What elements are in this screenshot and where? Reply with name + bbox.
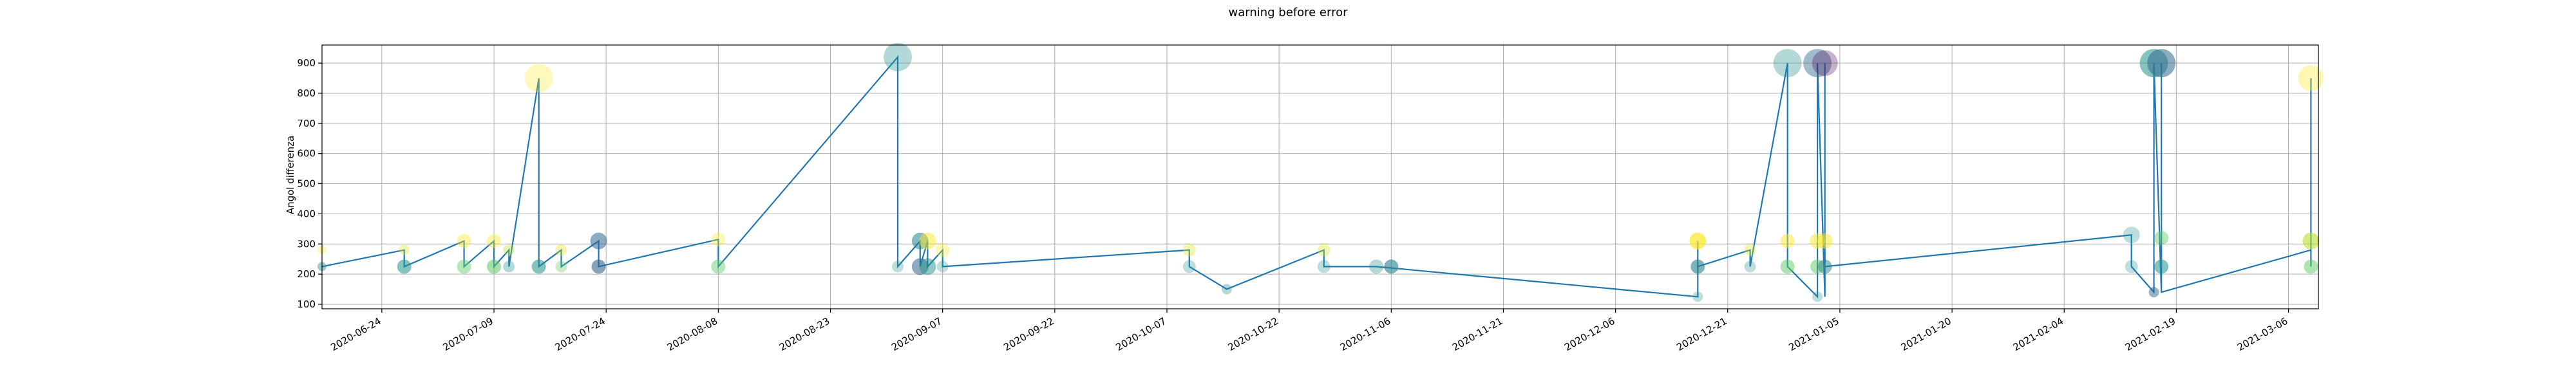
data-point — [397, 259, 412, 274]
chart-title: warning before error — [1228, 6, 1348, 19]
axes-layer: 100 200 300 400 500 600 700 800 900 2020-06-24 202… — [297, 44, 2319, 353]
y-tick-label: 900 — [297, 57, 316, 69]
data-point — [457, 259, 471, 274]
x-tick-label: 2021-02-19 — [2123, 315, 2178, 353]
x-tick-label: 2020-08-23 — [777, 315, 832, 353]
x-tick-label: 2020-12-06 — [1562, 315, 1617, 353]
x-tick-label: 2021-01-20 — [1899, 315, 1954, 353]
data-point — [2302, 232, 2320, 250]
data-point — [1182, 260, 1196, 273]
y-tick-label: 300 — [297, 238, 316, 250]
y-tick-label: 800 — [297, 87, 316, 99]
x-tick-label: 2020-12-21 — [1674, 315, 1729, 353]
data-point — [936, 261, 949, 273]
data-point — [1773, 49, 1802, 78]
data-point — [2304, 259, 2318, 274]
data-point — [711, 232, 726, 247]
data-point — [1817, 259, 1832, 274]
points-layer — [317, 42, 2324, 302]
y-tick-label: 700 — [297, 118, 316, 129]
data-point — [531, 259, 546, 274]
plot-frame — [321, 44, 2319, 309]
data-point — [2154, 259, 2169, 274]
data-point — [487, 259, 502, 274]
x-tick-label: 2020-10-22 — [1226, 315, 1281, 353]
x-tick-label: 2020-07-09 — [441, 315, 496, 353]
data-point — [919, 258, 936, 275]
y-axis-label: Angol differenza — [285, 136, 296, 214]
data-point — [711, 259, 726, 274]
data-point — [2123, 226, 2140, 244]
data-point — [1317, 243, 1331, 257]
data-point — [1812, 50, 1838, 77]
data-point — [1817, 233, 1833, 249]
data-point — [524, 64, 553, 93]
data-point — [2298, 65, 2324, 91]
x-tick-label: 2020-08-08 — [665, 315, 720, 353]
y-tick-label: 200 — [297, 268, 316, 280]
data-point — [1780, 234, 1795, 248]
data-point — [1384, 259, 1399, 274]
x-tick-label: 2020-06-24 — [328, 315, 383, 353]
x-tick-label: 2020-11-21 — [1450, 315, 1505, 353]
x-tick-label: 2020-10-07 — [1113, 315, 1168, 353]
x-tick-label: 2020-09-22 — [1001, 315, 1056, 353]
data-point — [2148, 287, 2159, 298]
data-point — [1182, 243, 1196, 257]
data-point — [1744, 261, 1756, 273]
y-tick-label: 500 — [297, 178, 316, 190]
data-point — [1689, 232, 1707, 250]
data-point — [555, 244, 567, 256]
data-point — [884, 42, 913, 71]
data-point — [2147, 49, 2176, 78]
y-tick-label: 100 — [297, 299, 316, 310]
x-tick-label: 2020-09-07 — [889, 315, 944, 353]
y-tick-label: 600 — [297, 148, 316, 160]
series-line — [321, 55, 2312, 299]
data-point — [503, 261, 515, 273]
x-tick-label: 2021-03-06 — [2235, 315, 2290, 353]
data-point — [919, 232, 936, 250]
data-point — [1221, 284, 1232, 295]
data-point — [935, 243, 950, 257]
y-tick-label: 400 — [297, 208, 316, 219]
data-point — [1803, 49, 1832, 78]
data-point — [1744, 244, 1756, 256]
data-point — [457, 234, 471, 248]
data-point — [2125, 260, 2138, 273]
data-point — [1369, 259, 1384, 274]
data-point — [555, 261, 567, 273]
data-point — [1317, 260, 1331, 273]
data-point — [2154, 230, 2169, 245]
x-tick-label: 2020-07-24 — [553, 315, 608, 353]
data-point — [487, 234, 502, 248]
data-point — [1812, 291, 1823, 302]
data-point — [1780, 259, 1795, 274]
data-point — [590, 232, 607, 250]
data-point — [399, 244, 410, 255]
data-point — [1692, 291, 1703, 302]
x-tick-label: 2021-02-04 — [2011, 315, 2066, 353]
x-tick-label: 2021-01-05 — [1786, 315, 1841, 353]
x-tick-label: 2020-11-06 — [1338, 315, 1393, 353]
data-point — [591, 259, 606, 274]
data-point — [503, 244, 515, 256]
data-point — [892, 261, 904, 273]
data-point — [1690, 259, 1705, 274]
line-layer — [321, 55, 2312, 299]
